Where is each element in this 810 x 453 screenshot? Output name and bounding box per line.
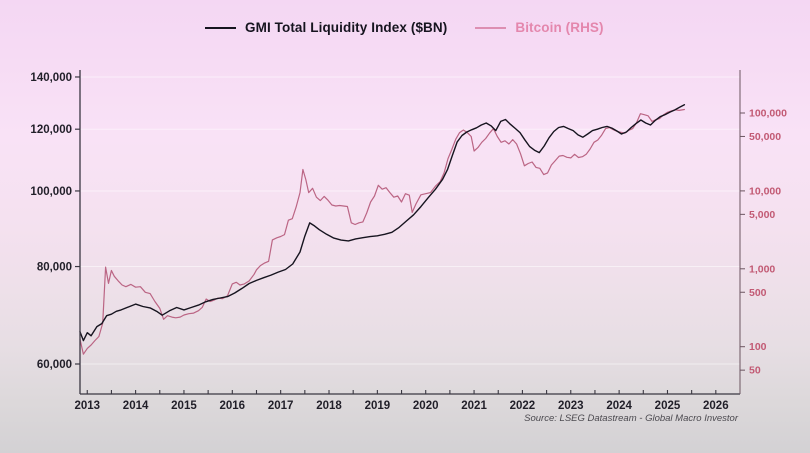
x-axis-year-label: 2020 [413, 400, 439, 412]
x-axis-year-label: 2018 [316, 400, 342, 412]
x-axis-year-label: 2016 [220, 400, 246, 412]
series [79, 103, 686, 355]
x-axis-year-label: 2021 [461, 400, 487, 412]
right-axis-tick-label: 10,000 [749, 185, 781, 197]
x-axis-year-label: 2019 [365, 400, 391, 412]
legend: GMI Total Liquidity Index ($BN) Bitcoin … [205, 20, 604, 35]
gmi-liquidity-line [79, 103, 686, 342]
gmi-legend-label: GMI Total Liquidity Index ($BN) [245, 20, 448, 35]
left-y-axis: 60,000 80,000 100,000 120,000 140,000 [30, 72, 80, 371]
x-axis-year-label: 2013 [74, 400, 100, 412]
source-note: Source: LSEG Datastream - Global Macro I… [524, 413, 738, 424]
right-axis-tick-label: 100,000 [749, 108, 787, 120]
x-axis: 2013 2014 2015 2016 2017 2018 2019 2020 2021 2022… [74, 390, 729, 412]
right-axis-tick-label: 1,000 [749, 263, 775, 275]
right-axis-tick-label: 50 [749, 365, 761, 377]
gmi-line-swatch [205, 26, 236, 29]
legend-item-gmi: GMI Total Liquidity Index ($BN) [205, 20, 447, 35]
left-axis-tick-label: 140,000 [30, 72, 72, 84]
x-axis-year-label: 2025 [655, 400, 681, 412]
left-axis-tick-label: 100,000 [30, 186, 72, 198]
x-axis-year-label: 2026 [703, 400, 729, 412]
right-y-axis: 50 100 500 1,000 5,000 10,000 50,000 100,000 [740, 108, 787, 377]
x-axis-year-label: 2014 [123, 400, 149, 412]
left-axis-tick-label: 60,000 [37, 359, 72, 371]
right-axis-tick-label: 100 [749, 341, 767, 353]
legend-item-bitcoin: Bitcoin (RHS) [475, 20, 604, 35]
right-axis-tick-label: 50,000 [749, 131, 781, 143]
x-axis-year-label: 2024 [606, 400, 632, 412]
left-axis-tick-label: 80,000 [37, 262, 72, 274]
x-axis-year-label: 2017 [268, 400, 294, 412]
bitcoin-line-swatch [475, 26, 507, 29]
x-axis-year-label: 2023 [558, 400, 584, 412]
right-axis-tick-label: 500 [749, 287, 767, 299]
axes [79, 70, 741, 395]
bitcoin-line [79, 108, 686, 355]
left-axis-tick-label: 120,000 [30, 124, 72, 136]
x-axis-year-label: 2022 [510, 400, 536, 412]
bitcoin-legend-label: Bitcoin (RHS) [515, 20, 604, 35]
x-axis-year-label: 2015 [171, 400, 197, 412]
right-axis-tick-label: 5,000 [749, 209, 775, 221]
